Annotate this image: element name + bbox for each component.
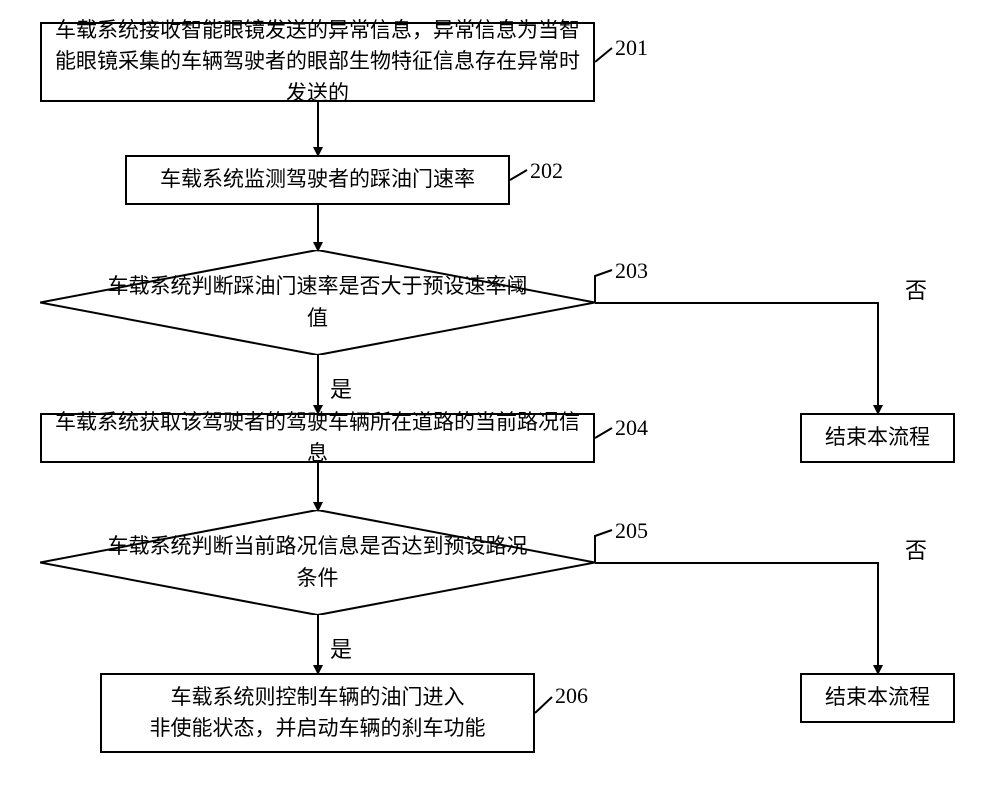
node-end2-text: 结束本流程 (825, 682, 930, 714)
node-205: 车载系统判断当前路况信息是否达到预设路况条件 (40, 510, 595, 615)
node-end1-text: 结束本流程 (825, 422, 930, 454)
edge-label-no-1: 否 (905, 273, 927, 305)
label-204: 204 (615, 415, 648, 441)
edge-label-no-2: 否 (905, 533, 927, 565)
node-203-text: 车载系统判断踩油门速率是否大于预设速率阈值 (100, 271, 535, 334)
node-end1: 结束本流程 (800, 413, 955, 463)
label-203: 203 (615, 258, 648, 284)
node-206-text: 车载系统则控制车辆的油门进入 非使能状态，并启动车辆的刹车功能 (150, 682, 486, 745)
edge-label-yes-2: 是 (330, 632, 352, 664)
node-204: 车载系统获取该驾驶者的驾驶车辆所在道路的当前路况信息 (40, 413, 595, 463)
label-205: 205 (615, 518, 648, 544)
label-202: 202 (530, 158, 563, 184)
edge-label-yes-1: 是 (330, 372, 352, 404)
node-201-text: 车载系统接收智能眼镜发送的异常信息，异常信息为当智能眼镜采集的车辆驾驶者的眼部生… (52, 15, 583, 110)
node-201: 车载系统接收智能眼镜发送的异常信息，异常信息为当智能眼镜采集的车辆驾驶者的眼部生… (40, 22, 595, 102)
node-203: 车载系统判断踩油门速率是否大于预设速率阈值 (40, 250, 595, 355)
node-202-text: 车载系统监测驾驶者的踩油门速率 (160, 164, 475, 196)
label-201: 201 (615, 35, 648, 61)
node-206: 车载系统则控制车辆的油门进入 非使能状态，并启动车辆的刹车功能 (100, 673, 535, 753)
node-end2: 结束本流程 (800, 673, 955, 723)
node-202: 车载系统监测驾驶者的踩油门速率 (125, 155, 510, 205)
label-206: 206 (555, 683, 588, 709)
node-205-text: 车载系统判断当前路况信息是否达到预设路况条件 (100, 531, 535, 594)
node-204-text: 车载系统获取该驾驶者的驾驶车辆所在道路的当前路况信息 (52, 407, 583, 470)
